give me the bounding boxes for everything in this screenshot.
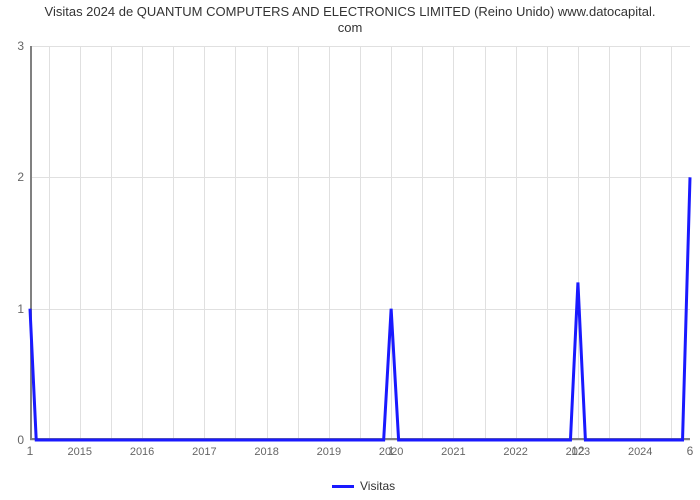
x-tick-label: 2024 — [628, 446, 652, 458]
x-tick-label: 2017 — [192, 446, 216, 458]
chart-title-line1: Visitas 2024 de QUANTUM COMPUTERS AND EL… — [45, 4, 656, 19]
data-polyline — [30, 177, 690, 440]
x-tick-label: 2018 — [254, 446, 278, 458]
data-line — [30, 46, 690, 440]
y-tick-label: 2 — [17, 170, 24, 184]
chart-title: Visitas 2024 de QUANTUM COMPUTERS AND EL… — [0, 4, 700, 37]
x-tick-label: 2021 — [441, 446, 465, 458]
legend-swatch — [332, 485, 354, 488]
y-tick-label: 0 — [17, 433, 24, 447]
x-tick-label: 2015 — [68, 446, 92, 458]
chart-container: Visitas 2024 de QUANTUM COMPUTERS AND EL… — [0, 0, 700, 500]
x-tick-label: 2016 — [130, 446, 154, 458]
y-tick-label: 3 — [17, 39, 24, 53]
value-label: 6 — [687, 444, 694, 458]
chart-title-line2: com — [338, 20, 363, 35]
x-tick-label: 2019 — [317, 446, 341, 458]
value-label: 1 — [388, 444, 395, 458]
x-tick-label: 2022 — [503, 446, 527, 458]
value-label: 12 — [571, 444, 584, 458]
legend: Visitas — [332, 479, 395, 493]
plot-area: 0123201520162017201820192020202120222023… — [30, 46, 690, 440]
legend-label: Visitas — [360, 479, 395, 493]
value-label: 1 — [27, 444, 34, 458]
y-tick-label: 1 — [17, 302, 24, 316]
